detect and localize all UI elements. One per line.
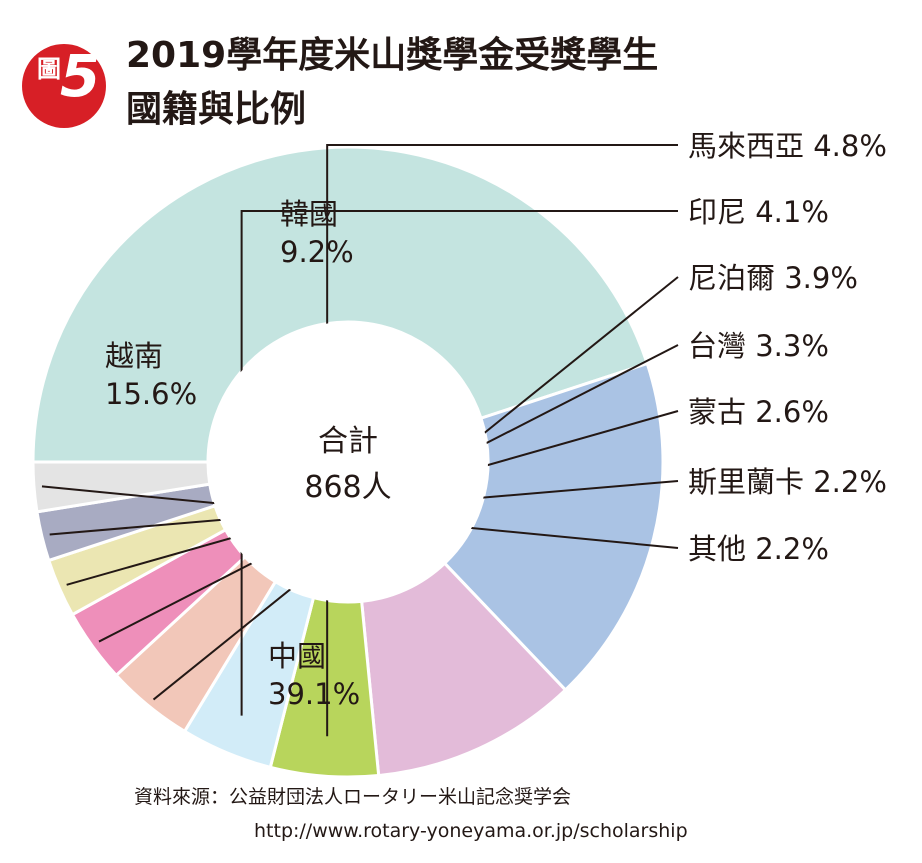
chart-title-line2: 國籍與比例 — [126, 89, 307, 130]
figure-badge-number: 5 — [60, 42, 101, 110]
slice-label-name: 韓國 — [280, 197, 338, 231]
callout-label: 馬來西亞 4.8% — [688, 129, 887, 163]
slice-label-name: 越南 — [105, 339, 163, 373]
source-url: http://www.rotary-yoneyama.or.jp/scholar… — [254, 820, 688, 842]
chart-title-line1: 2019學年度米山獎學金受獎學生 — [126, 35, 659, 76]
slice-label-value: 9.2% — [280, 235, 354, 269]
callout-label: 尼泊爾 3.9% — [688, 261, 858, 295]
callout-label: 印尼 4.1% — [688, 195, 829, 229]
figure-badge-label: 圖 — [37, 55, 61, 83]
figure-badge — [22, 44, 106, 128]
callout-label: 蒙古 2.6% — [688, 395, 829, 429]
slice-1 — [31, 145, 650, 464]
slice-label-name: 中國 — [268, 639, 326, 673]
callout-label: 斯里蘭卡 2.2% — [688, 465, 887, 499]
source-note: 資料來源：公益財団法人ロータリー米山記念奨学会 — [134, 786, 572, 808]
slice-label-value: 39.1% — [268, 677, 360, 711]
donut-chart: 合計 868人 中國 39.1% 越南 15.6% 韓國 9.2% 馬來西亞 4.8% 印尼 … — [31, 129, 887, 779]
center-label-total: 868人 — [304, 470, 391, 505]
slice-label-value: 15.6% — [105, 377, 197, 411]
donut-hole — [208, 322, 488, 602]
center-label-title: 合計 — [318, 424, 378, 459]
callout-label: 台灣 3.3% — [688, 329, 829, 363]
callout-label: 其他 2.2% — [688, 532, 829, 566]
